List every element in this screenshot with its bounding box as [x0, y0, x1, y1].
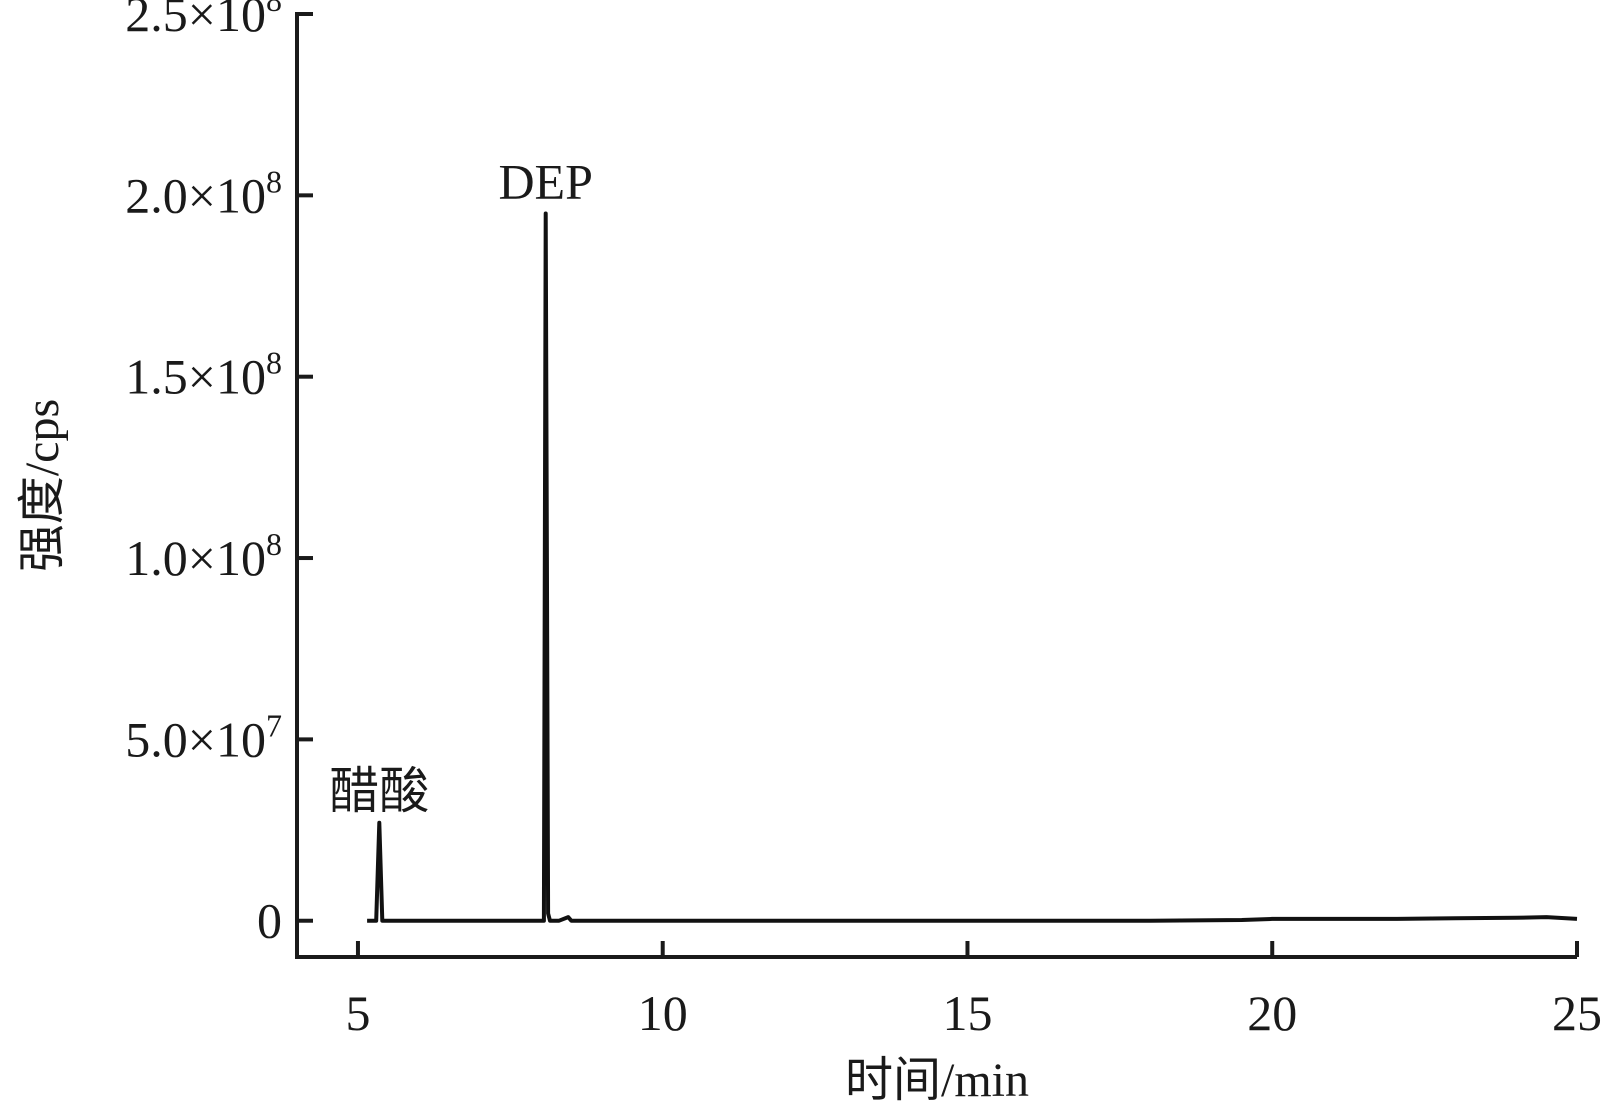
y-tick-label: 5.0×107: [125, 707, 282, 767]
y-tick-label: 0: [257, 893, 282, 949]
x-tick-label: 25: [1552, 985, 1602, 1041]
y-tick-label: 1.0×108: [125, 526, 282, 586]
x-ticks: 5 10 15 20 25: [345, 941, 1602, 1041]
y-tick-label: 2.0×108: [125, 163, 282, 223]
axes: [295, 12, 1577, 959]
x-axis-label: 时间/min: [845, 1054, 1029, 1106]
y-axis-label: 强度/cps: [16, 399, 69, 572]
peak-annotation: DEP: [498, 153, 592, 209]
x-tick-label: 15: [942, 985, 992, 1041]
y-tick-label: 2.5×108: [125, 0, 282, 42]
x-tick-label: 10: [638, 985, 688, 1041]
x-tick-label: 20: [1247, 985, 1297, 1041]
peak-annotations: 醋酸 DEP: [329, 153, 593, 818]
y-tick-label: 1.5×108: [125, 345, 282, 405]
series-line: [367, 211, 1578, 923]
peak-annotation: 醋酸: [329, 763, 429, 819]
y-ticks: 0 5.0×107 1.0×108 1.5×108 2.0×108 2.5×108: [125, 0, 313, 949]
plot-area: [367, 211, 1578, 923]
x-tick-label: 5: [345, 985, 370, 1041]
